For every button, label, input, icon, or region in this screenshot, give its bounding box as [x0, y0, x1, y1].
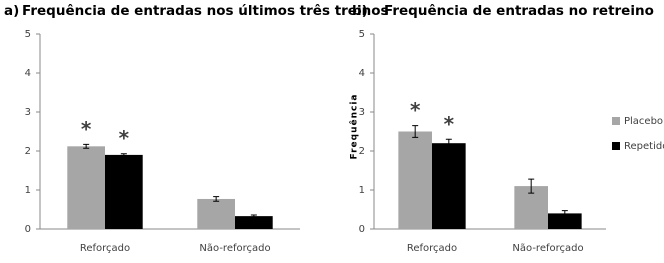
y-tick-label: 3 [359, 107, 365, 118]
error-bar [528, 178, 535, 194]
y-tick-label: 2 [359, 146, 365, 157]
error-bar [120, 153, 127, 157]
y-axis-label: Frequência [349, 94, 360, 160]
y-tick-label: 5 [359, 29, 365, 40]
error-bar [83, 143, 90, 149]
legend-label: Repetido [624, 141, 664, 152]
error-bar [213, 196, 220, 202]
significance-mark: * [410, 98, 421, 122]
x-tick-label: Reforçado [80, 243, 130, 254]
y-tick-label: 5 [25, 29, 31, 40]
error-bar [250, 214, 257, 218]
error-bar [412, 125, 419, 138]
legend-label: Placebo [624, 116, 663, 127]
bar [197, 198, 235, 229]
error-bar [561, 210, 568, 217]
y-tick-label: 0 [359, 224, 365, 235]
y-tick-label: 4 [359, 68, 365, 79]
legend-swatch [612, 117, 620, 125]
y-tick-label: 4 [25, 68, 31, 79]
panel-label: b) [352, 3, 368, 19]
bar [548, 213, 582, 229]
significance-mark: * [81, 117, 92, 141]
x-tick-label: Reforçado [407, 243, 457, 254]
y-tick-label: 2 [25, 146, 31, 157]
bar [67, 146, 105, 229]
y-tick-label: 3 [25, 107, 31, 118]
x-tick-label: Não-reforçado [199, 243, 270, 254]
significance-mark: * [119, 126, 130, 150]
y-tick-label: 0 [25, 224, 31, 235]
error-bar [445, 138, 452, 148]
panel-label: a) [4, 3, 19, 19]
chart-title: Frequência de entradas nos últimos três … [22, 3, 389, 19]
y-tick-label: 1 [359, 185, 365, 196]
bar [105, 154, 143, 229]
x-tick-label: Não-reforçado [512, 243, 583, 254]
bar [398, 131, 432, 229]
y-tick-label: 1 [25, 185, 31, 196]
legend-swatch [612, 142, 620, 150]
bar [235, 216, 273, 229]
significance-mark: * [444, 112, 455, 136]
bar [432, 143, 466, 229]
chart-title: Frequência de entradas no retreino [384, 3, 654, 19]
